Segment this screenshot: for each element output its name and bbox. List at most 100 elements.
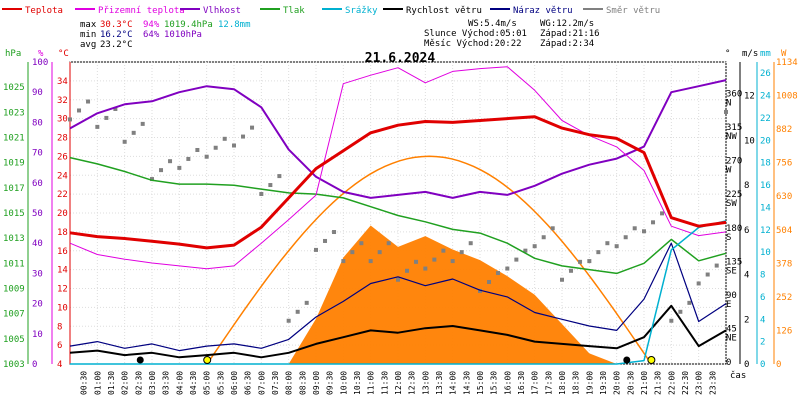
wind-direction-point xyxy=(414,259,419,264)
wind-direction-point xyxy=(386,241,391,246)
rain-tick-label: 8 xyxy=(760,271,765,281)
rain-tick-label: 24 xyxy=(760,92,771,102)
legend-label: Vlhkost xyxy=(203,6,241,16)
temperature-tick-label: 16 xyxy=(57,247,68,257)
temperature-tick-label: 14 xyxy=(57,266,68,276)
legend-label: Náraz větru xyxy=(513,6,573,16)
x-tick-label: 22:00 xyxy=(667,371,676,395)
wind-direction-point xyxy=(532,244,537,249)
sun-tick-label: 630 xyxy=(776,192,792,202)
wind-direction-point xyxy=(569,268,574,273)
wind-direction-point xyxy=(714,263,719,268)
x-axis-title: čas xyxy=(730,370,746,381)
x-tick-label: 02:00 xyxy=(121,371,130,395)
direction-tick-name: NW xyxy=(726,132,737,142)
wind-direction-point xyxy=(368,259,373,264)
x-tick-label: 12:00 xyxy=(394,371,403,395)
series-line-n-raz-v-tru xyxy=(69,242,727,352)
humidity-tick-label: 60 xyxy=(32,179,43,189)
wind-direction-point xyxy=(478,288,482,293)
temperature-axis-label: °C xyxy=(58,49,69,59)
legend-label: Rychlost větru xyxy=(406,6,482,16)
wind-direction-point xyxy=(669,318,674,323)
wind-direction-point xyxy=(724,109,728,114)
wind-direction-point xyxy=(578,259,583,264)
wind-direction-point xyxy=(77,108,82,113)
temperature-tick-label: 4 xyxy=(57,360,62,370)
sun-tick-label: 378 xyxy=(776,259,792,269)
x-tick-label: 10:30 xyxy=(353,371,362,395)
x-tick-label: 16:30 xyxy=(517,371,526,395)
series-line-rychlost-v-tru xyxy=(69,304,727,359)
info-sunrise: Slunce Východ:05:01 xyxy=(424,29,527,39)
temperature-tick-label: 32 xyxy=(57,96,68,106)
wind-direction-point xyxy=(441,248,446,253)
wind-tick-label: 6 xyxy=(744,226,749,236)
pressure-tick-label: 1023 xyxy=(3,108,25,118)
sun-tick-label: 1008 xyxy=(776,92,798,102)
legend-label: Tlak xyxy=(283,6,305,16)
x-tick-label: 17:30 xyxy=(544,371,553,395)
wind-direction-point xyxy=(122,139,127,144)
wind-direction-point xyxy=(241,134,246,139)
direction-tick-label: 315 xyxy=(726,123,742,133)
wind-direction-point xyxy=(523,248,528,253)
stats-min-hum: 64% xyxy=(143,30,160,40)
wind-direction-point xyxy=(286,318,291,323)
x-tick-label: 05:30 xyxy=(216,371,225,395)
humidity-tick-label: 20 xyxy=(32,300,43,310)
sunset-marker xyxy=(647,356,656,364)
wind-direction-point xyxy=(332,230,337,235)
wind-tick-label: 4 xyxy=(744,271,749,281)
x-tick-label: 01:00 xyxy=(93,371,102,395)
x-tick-label: 10:00 xyxy=(339,371,348,395)
rain-tick-label: 18 xyxy=(760,159,771,169)
rain-tick-label: 2 xyxy=(760,338,765,348)
wind-direction-point xyxy=(614,244,619,249)
temperature-tick-label: 22 xyxy=(57,190,68,200)
direction-tick-name: E xyxy=(726,300,731,310)
temperature-tick-label: 20 xyxy=(57,209,68,219)
direction-tick-label: 180 xyxy=(726,224,742,234)
x-tick-label: 11:00 xyxy=(367,371,376,395)
stats-max-label: max xyxy=(80,20,97,30)
direction-tick-name: S xyxy=(726,233,731,243)
rain-tick-label: 26 xyxy=(760,69,771,79)
x-tick-label: 15:00 xyxy=(476,371,485,395)
sun-tick-label: 756 xyxy=(776,159,792,169)
x-tick-label: 17:00 xyxy=(531,371,540,395)
legend: Teplota Přizemní teplota Vlhkost Tlak Srážky… xyxy=(2,6,660,16)
sun-tick-label: 126 xyxy=(776,326,792,336)
wind-direction-point xyxy=(86,99,91,104)
sun-tick-label: 0 xyxy=(776,360,781,370)
pressure-tick-label: 1009 xyxy=(3,285,25,295)
wind-direction-point xyxy=(104,115,109,120)
x-tick-label: 06:00 xyxy=(230,371,239,395)
series-line-teplota xyxy=(69,115,727,250)
info-sunset: Západ:21:16 xyxy=(540,29,600,39)
x-tick-label: 23:30 xyxy=(708,371,717,395)
sun-tick-label: 1134 xyxy=(776,58,798,68)
pressure-tick-label: 1015 xyxy=(3,209,25,219)
chart-title: 21.6.2024 xyxy=(365,51,436,66)
sun-tick-label: 252 xyxy=(776,293,792,303)
direction-tick-name: N xyxy=(726,99,731,109)
wind-direction-point xyxy=(405,268,410,273)
stats-min-press: 1010hPa xyxy=(164,30,202,40)
wind-direction-point xyxy=(651,220,656,225)
rain-tick-label: 0 xyxy=(760,360,765,370)
wind-direction-point xyxy=(541,235,546,240)
wind-direction-point xyxy=(550,226,555,231)
direction-tick-name: NE xyxy=(726,333,737,343)
wind-direction-point xyxy=(660,211,665,216)
info-wind-gust: WG:12.2m/s xyxy=(540,19,594,29)
rain-tick-label: 12 xyxy=(760,226,771,236)
temperature-tick-label: 10 xyxy=(57,303,68,313)
x-tick-label: 19:30 xyxy=(599,371,608,395)
humidity-tick-label: 100 xyxy=(32,58,48,68)
x-tick-label: 02:30 xyxy=(134,371,143,395)
direction-tick-name: W xyxy=(726,166,732,176)
x-tick-label: 20:30 xyxy=(626,371,635,395)
x-tick-label: 18:00 xyxy=(558,371,567,395)
x-tick-label: 06:30 xyxy=(244,371,253,395)
